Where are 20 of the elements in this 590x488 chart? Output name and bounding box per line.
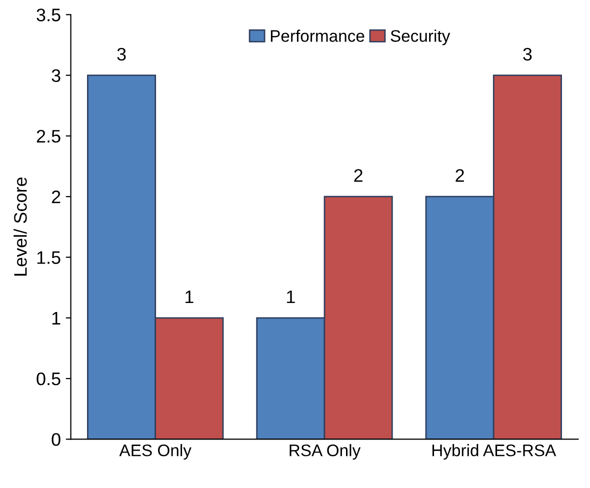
x-tick-label: RSA Only — [290, 444, 361, 460]
y-tick-label: 0.5 — [36, 372, 60, 386]
y-tick-label: 1 — [52, 312, 60, 324]
y-tick-label: 3.5 — [36, 8, 60, 22]
data-label: 3 — [117, 48, 126, 61]
x-tick-label: Hybrid AES-RSA — [432, 444, 556, 460]
data-label: 2 — [456, 169, 464, 182]
legend-label: Performance — [270, 30, 364, 42]
y-tick-label: 1.5 — [37, 251, 60, 264]
y-tick-label: 2.5 — [36, 130, 60, 143]
data-label: 1 — [186, 290, 194, 304]
y-tick-label: 0 — [52, 433, 60, 446]
y-axis-title: Level/ Score — [14, 178, 27, 276]
data-label: 2 — [354, 169, 362, 182]
x-tick-label: AES Only — [119, 444, 192, 460]
legend-label: Security — [390, 30, 450, 46]
y-tick-label: 2 — [52, 190, 60, 204]
data-label: 1 — [287, 290, 295, 304]
y-tick-label: 3 — [52, 69, 60, 82]
data-label: 3 — [523, 48, 532, 61]
